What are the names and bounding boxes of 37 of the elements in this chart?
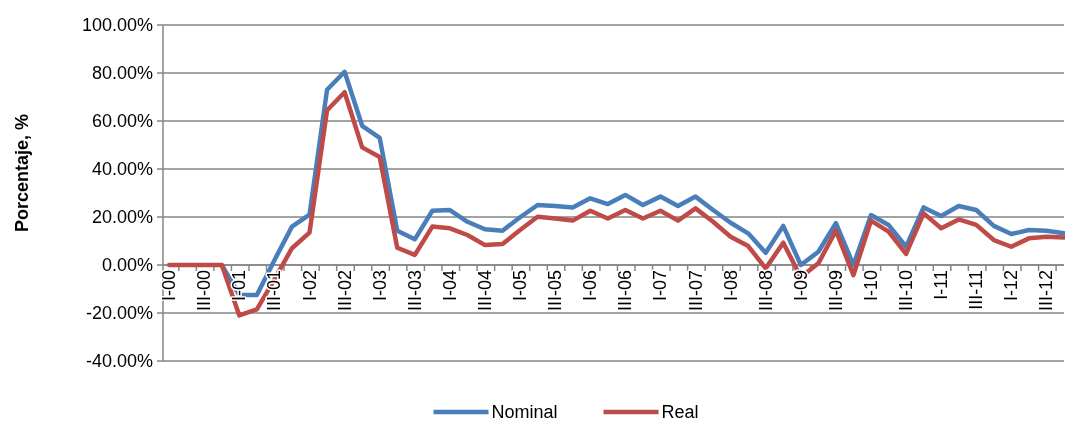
x-tick-label: I-00 — [159, 270, 180, 302]
x-tick-label: I-04 — [439, 270, 460, 302]
x-tick-label: III-05 — [545, 270, 566, 312]
x-tick-label: I-09 — [790, 270, 811, 302]
legend-label: Nominal — [491, 402, 558, 423]
x-tick-label: III-00 — [194, 270, 215, 312]
x-tick-label: III-04 — [474, 270, 495, 312]
x-tick-label: I-08 — [720, 270, 741, 302]
y-tick-label: -20.00% — [85, 303, 153, 324]
y-tick-label: 20.00% — [91, 207, 153, 228]
x-tick-label: I-05 — [510, 270, 531, 302]
x-tick-label: III-06 — [615, 270, 636, 312]
x-tick-label: I-06 — [580, 270, 601, 302]
x-tick-label: I-02 — [299, 270, 320, 302]
y-axis-title: Porcentaje, % — [12, 113, 32, 233]
x-tick-label: I-07 — [650, 270, 671, 302]
x-tick-label: III-02 — [334, 270, 355, 312]
y-tick-label: 100.00% — [81, 15, 153, 36]
y-tick-label: 40.00% — [91, 159, 153, 180]
x-tick-label: III-01 — [264, 270, 285, 312]
y-tick-label: 80.00% — [91, 63, 153, 84]
x-tick-label: III-10 — [896, 270, 917, 312]
x-tick-label: I-01 — [229, 270, 250, 302]
x-tick-label: III-07 — [685, 270, 706, 312]
legend-label: Real — [661, 402, 699, 423]
x-tick-label: III-11 — [966, 270, 987, 310]
x-tick-label: I-11 — [931, 270, 952, 300]
y-tick-label: 0.00% — [101, 255, 153, 276]
x-tick-label: III-08 — [755, 270, 776, 312]
y-tick-label: -40.00% — [85, 351, 153, 372]
x-tick-label: I-10 — [860, 270, 881, 302]
y-tick-label: 60.00% — [91, 111, 153, 132]
x-tick-label: III-09 — [825, 270, 846, 312]
x-tick-label: III-12 — [1036, 270, 1057, 312]
x-tick-label: III-03 — [404, 270, 425, 312]
x-tick-label: I-03 — [369, 270, 390, 302]
x-tick-label: I-12 — [1001, 270, 1022, 302]
